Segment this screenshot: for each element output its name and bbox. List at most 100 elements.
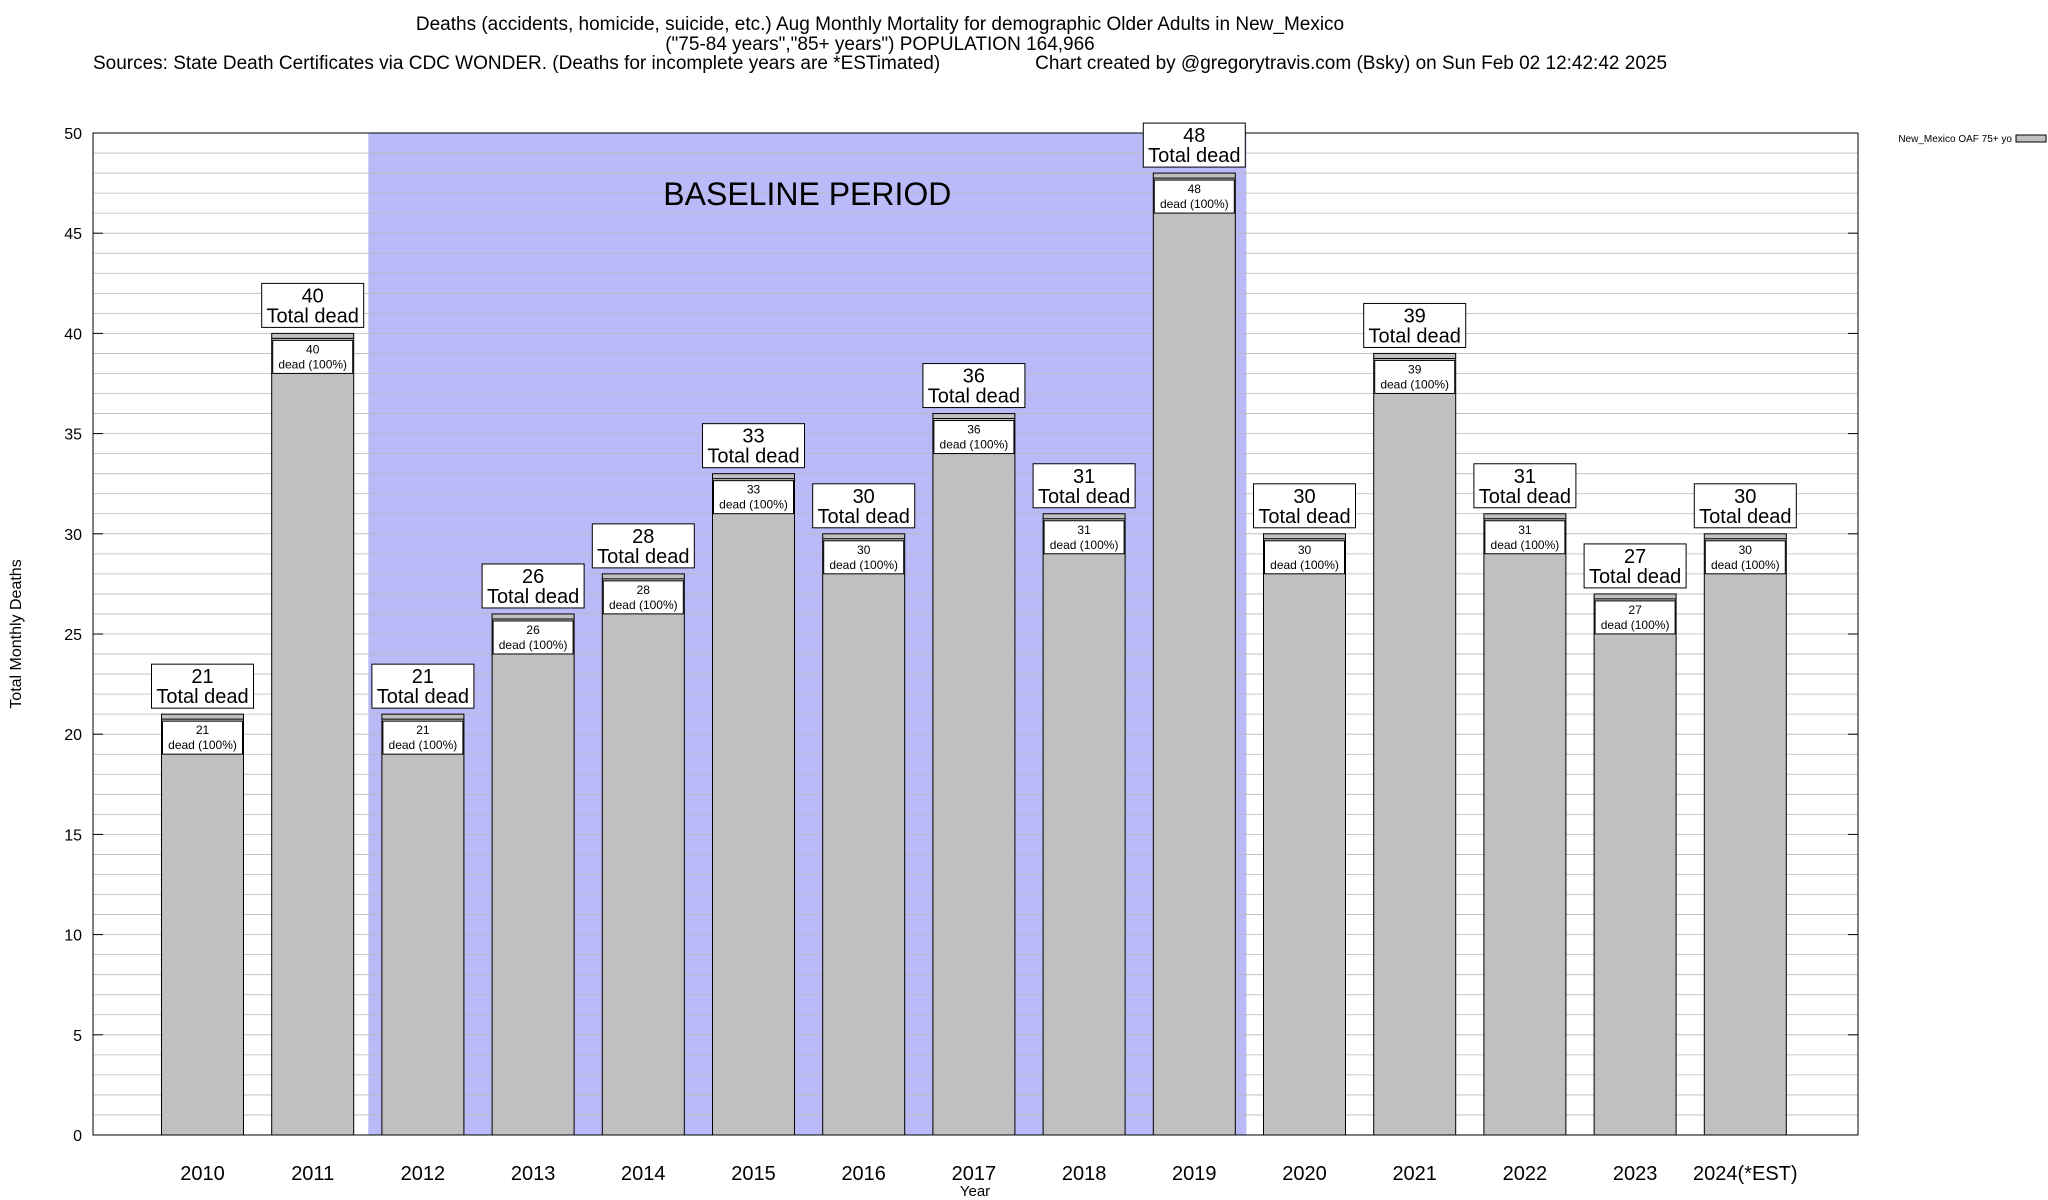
bar-total-label-box [1142,122,1246,168]
bar [491,613,575,1136]
bar-inner-label: dead (100%) [829,558,898,572]
bar-inner-value: 30 [1739,543,1753,557]
bar [712,473,795,1136]
x-tick-label: 2015 [731,1163,776,1185]
x-tick-label: 2023 [1613,1163,1658,1185]
x-tick-label: 2019 [1172,1163,1217,1185]
bar-total-value: 30 [853,486,875,508]
x-tick-label: 2014 [621,1163,666,1185]
bar-inner-label-box [1264,540,1345,575]
bar-inner-label-box [713,480,794,515]
bar-inner-value: 30 [1298,543,1312,557]
bar-total-value: 39 [1404,305,1426,327]
bar-total-value: 31 [1514,466,1536,488]
bar-inner-label-box [1704,540,1786,575]
chart-source-line: Sources: State Death Certificates via CD… [92,53,1668,74]
bar [161,713,244,1136]
bar-total-label-box [812,483,916,529]
bar-inner-label: dead (100%) [609,598,678,612]
bar-total-value: 33 [742,426,764,448]
bar-inner-value: 39 [1408,362,1422,376]
y-tick-label: 0 [73,1128,82,1145]
y-tick-label: 15 [64,827,82,844]
bar [1042,513,1126,1136]
bar-inner-label: dead (100%) [1711,558,1780,572]
bar-inner-label: dead (100%) [719,498,788,512]
bar-inner-label: dead (100%) [1380,377,1449,391]
bar-total-label-box [1693,483,1797,529]
bar-total-label-box [371,663,475,709]
x-tick-label: 2011 [291,1163,334,1185]
bar-total-label-box [1253,483,1356,529]
y-tick-label: 5 [73,1028,82,1045]
bar-total-value: 21 [412,666,434,688]
y-tick-label: 25 [64,627,82,644]
bar-inner-label: dead (100%) [1601,618,1670,632]
bar-inner-value: 40 [306,342,320,356]
bar-total-label: Total dead [597,546,689,568]
bar-inner-label-box [602,580,684,615]
x-tick-label: 2010 [180,1163,225,1185]
x-tick-label: 2022 [1503,1163,1548,1185]
y-tick-label: 45 [64,226,82,243]
bar [932,413,1016,1136]
bar-total-label-box [1473,463,1577,509]
bar [1483,513,1567,1136]
bar-total-label-box [1363,302,1467,348]
x-tick-label: 2012 [401,1163,446,1185]
chart-subtitle: ("75-84 years","85+ years") POPULATION 1… [665,34,1095,55]
bar-inner-label: dead (100%) [1160,197,1229,211]
bar-total-label: Total dead [707,446,799,468]
bar-inner-label: dead (100%) [1270,558,1339,572]
bar-total-label: Total dead [1369,325,1461,347]
bar-inner-label-box [1484,520,1566,555]
bar [1703,533,1787,1136]
bar-inner-label-box [272,339,354,374]
x-tick-label: 2024(*EST) [1693,1163,1798,1185]
bar-inner-value: 31 [1077,523,1091,537]
x-tick-label: 2021 [1392,1163,1437,1185]
bar-inner-value: 31 [1518,523,1532,537]
bar-total-label: Total dead [1479,486,1571,508]
chart-title: Deaths (accidents, homicide, suicide, et… [415,14,1345,35]
bar-total-label-box [922,363,1026,409]
bar-total-label-box [261,282,365,328]
bar-total-label: Total dead [156,686,248,708]
bar-inner-label-box [382,720,464,755]
bar-total-label: Total dead [1038,486,1130,508]
bar-inner-value: 28 [637,583,651,597]
bar-inner-label-box [492,620,574,655]
bar-inner-value: 36 [967,423,981,437]
bar-total-label: Total dead [1258,506,1350,528]
bar-inner-label: dead (100%) [278,357,347,371]
bar-total-label-box [151,663,254,709]
bar-total-label: Total dead [1589,566,1681,588]
x-tick-label: 2018 [1062,1163,1107,1185]
bar-total-value: 31 [1073,466,1095,488]
bar [1263,533,1346,1136]
baseline-period-label: BASELINE PERIOD [663,176,951,212]
bar [1593,593,1677,1136]
bar-total-value: 30 [1734,486,1756,508]
bar-total-label: Total dead [1148,145,1240,167]
bar-inner-value: 26 [526,623,540,637]
y-tick-label: 10 [64,928,82,945]
bar-inner-value: 21 [196,723,210,737]
bar-inner-label-box [933,420,1015,455]
bar-inner-label-box [1594,600,1676,635]
x-tick-label: 2020 [1282,1163,1327,1185]
bar-total-value: 36 [963,366,985,388]
bar-inner-label: dead (100%) [389,738,458,752]
x-tick-label: 2017 [952,1163,997,1185]
bar-inner-label-box [1374,359,1456,394]
bar [271,332,355,1136]
bar-inner-label: dead (100%) [940,438,1009,452]
x-axis-label: Year [960,1183,990,1200]
bar-total-label: Total dead [377,686,469,708]
x-tick-label: 2013 [511,1163,556,1185]
bar-inner-value: 48 [1188,182,1202,196]
bar-total-label: Total dead [1699,506,1791,528]
bar-total-value: 48 [1183,125,1205,147]
bar [1373,352,1457,1136]
